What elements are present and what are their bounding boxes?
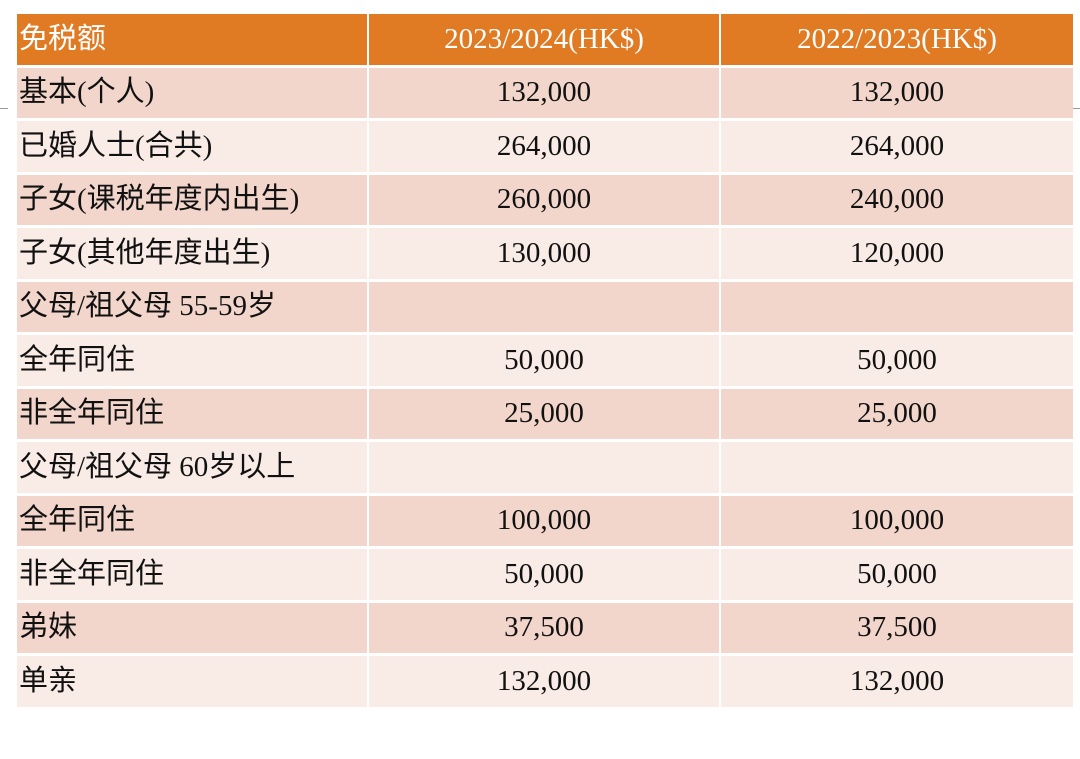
row-label: 子女(其他年度出生) <box>17 228 369 282</box>
slide-edge-marker-left <box>0 108 8 109</box>
value-2023-2024: 132,000 <box>369 67 721 121</box>
value-2023-2024: 264,000 <box>369 121 721 175</box>
value-2022-2023: 37,500 <box>721 602 1073 656</box>
row-label: 已婚人士(合共) <box>17 121 369 175</box>
table-row: 子女(其他年度出生) 130,000 120,000 <box>17 228 1073 282</box>
row-label: 非全年同住 <box>17 388 369 442</box>
table-row: 子女(课税年度内出生) 260,000 240,000 <box>17 174 1073 228</box>
value-2022-2023: 50,000 <box>721 335 1073 389</box>
row-label: 非全年同住 <box>17 549 369 603</box>
table-row: 全年同住 50,000 50,000 <box>17 335 1073 389</box>
value-2022-2023: 264,000 <box>721 121 1073 175</box>
value-2022-2023: 132,000 <box>721 656 1073 710</box>
value-2022-2023: 132,000 <box>721 67 1073 121</box>
value-2023-2024: 260,000 <box>369 174 721 228</box>
row-label: 子女(课税年度内出生) <box>17 174 369 228</box>
value-2023-2024 <box>369 281 721 335</box>
header-year-2022-2023: 2022/2023(HK$) <box>721 14 1073 68</box>
value-2022-2023: 50,000 <box>721 549 1073 603</box>
row-label: 弟妹 <box>17 602 369 656</box>
value-2022-2023 <box>721 442 1073 496</box>
table-row: 父母/祖父母 55-59岁 <box>17 281 1073 335</box>
value-2023-2024: 25,000 <box>369 388 721 442</box>
row-label: 基本(个人) <box>17 67 369 121</box>
table-row: 基本(个人) 132,000 132,000 <box>17 67 1073 121</box>
value-2023-2024: 100,000 <box>369 495 721 549</box>
value-2023-2024: 37,500 <box>369 602 721 656</box>
value-2022-2023: 240,000 <box>721 174 1073 228</box>
header-year-2023-2024: 2023/2024(HK$) <box>369 14 721 68</box>
header-allowance: 免税额 <box>17 14 369 68</box>
row-label: 父母/祖父母 55-59岁 <box>17 281 369 335</box>
row-label: 单亲 <box>17 656 369 710</box>
value-2023-2024 <box>369 442 721 496</box>
value-2023-2024: 130,000 <box>369 228 721 282</box>
tax-allowance-table: 免税额 2023/2024(HK$) 2022/2023(HK$) 基本(个人)… <box>17 14 1073 710</box>
value-2022-2023: 120,000 <box>721 228 1073 282</box>
value-2022-2023: 100,000 <box>721 495 1073 549</box>
table-header-row: 免税额 2023/2024(HK$) 2022/2023(HK$) <box>17 14 1073 68</box>
table-row: 全年同住 100,000 100,000 <box>17 495 1073 549</box>
row-label: 全年同住 <box>17 335 369 389</box>
table-row: 非全年同住 50,000 50,000 <box>17 549 1073 603</box>
table-row: 弟妹 37,500 37,500 <box>17 602 1073 656</box>
slide-edge-marker-right <box>1072 108 1080 109</box>
table-row: 非全年同住 25,000 25,000 <box>17 388 1073 442</box>
value-2022-2023: 25,000 <box>721 388 1073 442</box>
value-2022-2023 <box>721 281 1073 335</box>
value-2023-2024: 132,000 <box>369 656 721 710</box>
value-2023-2024: 50,000 <box>369 335 721 389</box>
row-label: 父母/祖父母 60岁以上 <box>17 442 369 496</box>
row-label: 全年同住 <box>17 495 369 549</box>
table-row: 单亲 132,000 132,000 <box>17 656 1073 710</box>
table-row: 父母/祖父母 60岁以上 <box>17 442 1073 496</box>
table-row: 已婚人士(合共) 264,000 264,000 <box>17 121 1073 175</box>
value-2023-2024: 50,000 <box>369 549 721 603</box>
